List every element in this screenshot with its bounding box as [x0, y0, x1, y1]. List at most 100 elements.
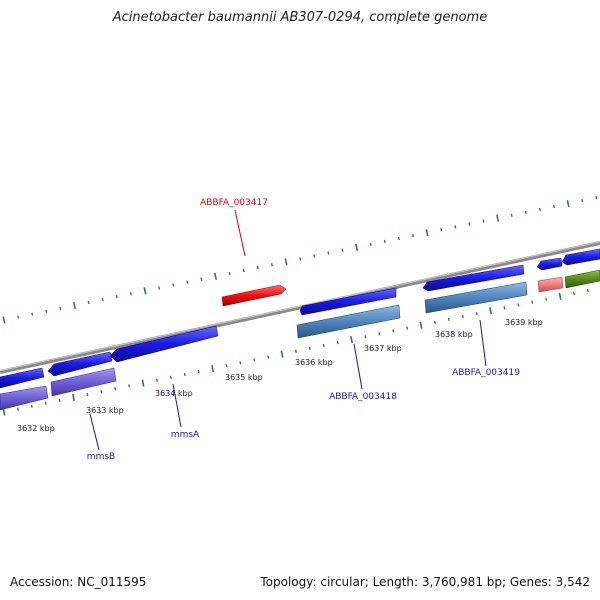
scale-tick — [350, 336, 354, 344]
leader-mmsa — [172, 383, 182, 428]
outer-tick — [524, 210, 527, 214]
outer-tick — [581, 199, 584, 203]
scale-label: 3635 kbp — [225, 373, 263, 382]
outer-tick — [143, 287, 147, 295]
outer-tick — [158, 286, 161, 290]
scale-tick — [573, 291, 575, 296]
scale-tick — [197, 369, 200, 374]
gene-blue-mmsa[interactable] — [109, 325, 219, 363]
outer-tick — [200, 277, 203, 281]
outer-tick — [341, 248, 344, 252]
leader-mmsb — [89, 413, 100, 451]
outer-tick — [327, 251, 330, 255]
scale-tick — [364, 335, 367, 339]
gene-blue-forward-3[interactable] — [536, 257, 563, 271]
scale-label: 3634 kbp — [155, 389, 193, 398]
scale-tick — [141, 379, 145, 387]
scale-tick — [406, 326, 409, 330]
gene-blue-forward-1[interactable] — [299, 287, 397, 316]
scale-tick — [294, 349, 297, 353]
scale-label: 3637 kbp — [364, 344, 402, 353]
outer-tick — [383, 239, 386, 244]
gene-steel-abbfa-003419[interactable] — [424, 281, 528, 314]
gene-purple-mmsb[interactable] — [50, 367, 117, 397]
scale-label: 3633 kbp — [86, 406, 124, 415]
outer-tick — [313, 254, 316, 258]
outer-tick — [397, 236, 400, 241]
gene-pink[interactable] — [537, 276, 564, 293]
gene-purple-left[interactable] — [0, 385, 49, 411]
scale-tick — [322, 343, 325, 348]
scale-tick — [58, 398, 61, 403]
gene-blue-forward-2[interactable] — [422, 264, 525, 292]
outer-tick — [101, 298, 104, 302]
outer-tick — [510, 213, 513, 217]
outer-tick — [45, 309, 48, 313]
scale-tick — [183, 372, 186, 377]
scale-tick — [503, 306, 506, 310]
outer-tick — [566, 199, 570, 208]
gene-blue-forward-4[interactable] — [561, 248, 600, 266]
outer-tick-ring — [2, 196, 598, 324]
gene-blue-mmsb[interactable] — [47, 351, 113, 377]
outer-tick — [186, 280, 189, 284]
outer-tick — [87, 300, 90, 305]
scale-tick — [545, 297, 548, 301]
scale-label: 3638 kbp — [435, 330, 473, 339]
scale-tick — [517, 303, 520, 307]
scale-tick — [308, 346, 311, 350]
outer-tick — [299, 257, 302, 261]
gene-blue-left[interactable] — [0, 367, 45, 389]
scale-tick — [419, 321, 423, 329]
gene-label-mmsb[interactable]: mmsB — [87, 452, 115, 462]
scale-tick — [531, 300, 534, 304]
scale-label: 3636 kbp — [295, 358, 333, 367]
map-title: Acinetobacter baumannii AB307-0294, comp… — [112, 10, 488, 25]
scale-tick — [378, 332, 381, 336]
gene-track — [0, 248, 600, 411]
outer-tick — [411, 233, 414, 238]
scale-tick — [280, 350, 284, 358]
outer-tick — [214, 272, 218, 280]
gene-red-abbfa-003417[interactable] — [221, 284, 287, 307]
scale-tick — [211, 365, 215, 373]
accession-text: Accession: NC_011595 — [10, 575, 147, 589]
gene-label-abbfa-003418[interactable]: ABBFA_003418 — [329, 392, 397, 402]
outer-tick — [369, 242, 372, 246]
leader-abbfa-003417 — [234, 209, 246, 257]
scale-tick — [30, 404, 33, 408]
outer-tick — [59, 306, 62, 310]
scale-tick — [433, 320, 436, 324]
genome-summary-text: Topology: circular; Length: 3,760,981 bp… — [260, 575, 590, 589]
scale-label: 3632 kbp — [17, 424, 55, 433]
outer-tick — [496, 214, 500, 222]
outer-tick — [228, 271, 231, 276]
scale-tick — [128, 384, 131, 388]
outer-tick — [454, 225, 457, 229]
scale-tick — [72, 393, 76, 402]
gene-steel-abbfa-003418[interactable] — [296, 304, 401, 339]
scale-tick — [100, 390, 103, 394]
outer-tick — [129, 292, 132, 296]
gene-label-abbfa-003419[interactable]: ABBFA_003419 — [452, 368, 520, 378]
scale-tick — [155, 378, 158, 382]
leader-abbfa-003418 — [353, 343, 363, 390]
outer-tick — [17, 315, 20, 319]
scale-tick — [114, 387, 117, 391]
outer-tick — [31, 312, 34, 316]
gene-label-mmsa[interactable]: mmsA — [171, 430, 200, 440]
scale-tick — [2, 408, 6, 416]
scale-tick — [489, 307, 493, 315]
outer-tick — [284, 258, 288, 266]
gene-label-abbfa-003417[interactable]: ABBFA_003417 — [200, 198, 268, 208]
outer-tick — [270, 263, 273, 267]
scale-tick — [225, 364, 228, 368]
gene-olive[interactable] — [564, 269, 600, 289]
scale-tick — [239, 361, 242, 365]
outer-tick — [595, 196, 598, 200]
scale-tick — [44, 401, 47, 405]
outer-tick — [242, 268, 245, 273]
scale-tick — [267, 355, 270, 359]
scale-labels: 3632 kbp 3633 kbp 3634 kbp 3635 kbp 3636… — [17, 318, 543, 433]
